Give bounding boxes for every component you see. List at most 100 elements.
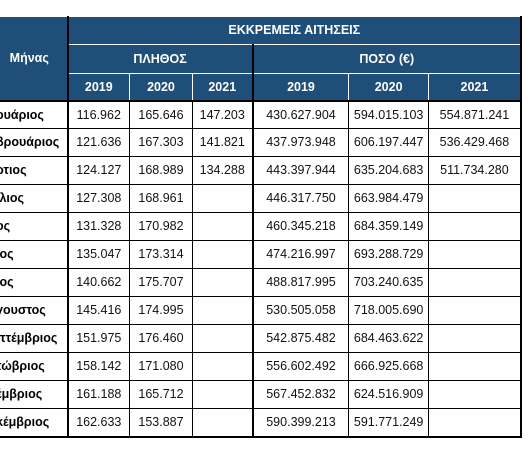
amount-2019-cell: 430.627.904 [252,100,350,129]
count-2019-cell: 135.047 [67,240,131,269]
amount-2021-cell [428,240,522,269]
amount-group-header: ΠΟΣΟ (€) [252,44,523,74]
amount-2020-cell: 591.771.249 [348,408,429,438]
count-2019-cell: 124.127 [67,156,131,185]
count-2019-cell: 121.636 [67,128,131,157]
count-2020-cell: 167.303 [129,128,193,157]
count-2020-cell: 153.887 [129,408,193,438]
count-2019-cell: 131.328 [67,212,131,241]
amount-2020-cell: 693.288.729 [348,240,429,269]
amount-2021-cell [428,352,522,381]
count-2020-cell: 171.080 [129,352,193,381]
count-2020-cell: 165.646 [129,100,193,129]
count-2019-cell: 151.975 [67,324,131,353]
count-2021-cell [192,352,254,381]
count-2021-cell [192,380,254,409]
amount-2021-cell [428,380,522,409]
amount-2019-cell: 542.875.482 [252,324,350,353]
count-2019-cell: 158.142 [67,352,131,381]
amount-2021-cell [428,268,522,297]
table-row: ίλιος 127.308 168.961 446.317.750 663.98… [0,184,522,213]
table-row: τώβριος 158.142 171.080 556.602.492 666.… [0,352,522,381]
amount-2019-cell: 590.399.213 [252,408,350,438]
amount-2019-cell: 530.505.058 [252,296,350,325]
table-row: κέμβριος 162.633 153.887 590.399.213 591… [0,408,522,438]
amount-2021-cell: 511.734.280 [428,156,522,185]
count-2020-cell: 165.712 [129,380,193,409]
amount-2020-cell: 624.516.909 [348,380,429,409]
month-cell: ιος [0,268,69,297]
month-cell: κέμβριος [0,408,69,438]
amount-year-2019-header: 2019 [252,73,350,102]
amount-2020-cell: 684.463.622 [348,324,429,353]
amount-2019-cell: 446.317.750 [252,184,350,213]
count-2021-cell [192,296,254,325]
month-column-header: Μήνας [0,16,69,102]
count-2020-cell: 176.460 [129,324,193,353]
count-2021-cell [192,268,254,297]
amount-2019-cell: 460.345.218 [252,212,350,241]
count-2019-cell: 162.633 [67,408,131,438]
table-row: ιος 140.662 175.707 488.817.995 703.240.… [0,268,522,297]
amount-year-2021-header: 2021 [427,73,522,102]
count-2021-cell: 147.203 [192,100,254,129]
count-2021-cell [192,184,254,213]
table-row: βρουάριος 121.636 167.303 141.821 437.97… [0,128,522,157]
count-year-2020-header: 2020 [129,73,193,102]
month-cell: ίλιος [0,184,69,213]
count-2019-cell: 140.662 [67,268,131,297]
count-2020-cell: 173.314 [129,240,193,269]
pending-applications-table: Μήνας ΕΚΚΡΕΜΕΙΣ ΑΙΤΗΣΕΙΣ ΠΛΗΘΟΣ ΠΟΣΟ (€)… [0,16,523,438]
amount-year-2020-header: 2020 [348,73,429,102]
amount-2019-cell: 437.973.948 [252,128,350,157]
table-row: ρτιος 124.127 168.989 134.288 443.397.94… [0,156,522,185]
amount-2021-cell [428,408,522,438]
month-cell: ρτιος [0,156,69,185]
table-row: ος 131.328 170.982 460.345.218 684.359.1… [0,212,522,241]
count-2021-cell: 141.821 [192,128,254,157]
month-cell: τώβριος [0,352,69,381]
amount-2020-cell: 684.359.149 [348,212,429,241]
amount-2020-cell: 594.015.103 [348,100,429,129]
count-group-header: ΠΛΗΘΟΣ [67,44,254,74]
table-row: πτέμβριος 151.975 176.460 542.875.482 68… [0,324,522,353]
count-year-2021-header: 2021 [191,73,254,102]
amount-2021-cell [428,184,522,213]
count-2021-cell: 134.288 [192,156,254,185]
amount-2021-cell [428,212,522,241]
month-cell: γουστος [0,296,69,325]
count-2020-cell: 170.982 [129,212,193,241]
amount-2021-cell [428,324,522,353]
count-2020-cell: 168.961 [129,184,193,213]
pending-applications-title: ΕΚΚΡΕΜΕΙΣ ΑΙΤΗΣΕΙΣ [67,16,523,45]
table-body: ουάριος 116.962 165.646 147.203 430.627.… [0,100,522,438]
count-2021-cell [192,212,254,241]
amount-2021-cell: 536.429.468 [428,128,522,157]
count-2019-cell: 161.188 [67,380,131,409]
count-2019-cell: 116.962 [67,100,131,129]
month-cell: πτέμβριος [0,324,69,353]
amount-2020-cell: 606.197.447 [348,128,429,157]
amount-2019-cell: 488.817.995 [252,268,350,297]
amount-2019-cell: 474.216.997 [252,240,350,269]
table-row: ουάριος 116.962 165.646 147.203 430.627.… [0,100,522,129]
amount-2019-cell: 556.602.492 [252,352,350,381]
count-2019-cell: 127.308 [67,184,131,213]
count-2021-cell [192,324,254,353]
month-cell: έμβριος [0,380,69,409]
month-cell: ουάριος [0,100,69,129]
amount-2019-cell: 567.452.832 [252,380,350,409]
table-row: γουστος 145.416 174.995 530.505.058 718.… [0,296,522,325]
month-cell: ος [0,212,69,241]
count-year-2019-header: 2019 [67,73,131,102]
amount-2020-cell: 666.925.668 [348,352,429,381]
amount-2020-cell: 635.204.683 [348,156,429,185]
amount-2020-cell: 663.984.479 [348,184,429,213]
amount-2021-cell: 554.871.241 [428,100,522,129]
count-2021-cell [192,240,254,269]
table-row: έμβριος 161.188 165.712 567.452.832 624.… [0,380,522,409]
table-row: ιος 135.047 173.314 474.216.997 693.288.… [0,240,522,269]
count-2019-cell: 145.416 [67,296,131,325]
count-2020-cell: 174.995 [129,296,193,325]
month-cell: ιος [0,240,69,269]
